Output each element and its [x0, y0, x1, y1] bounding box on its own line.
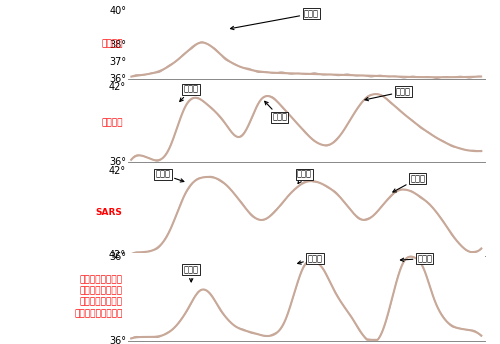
Text: 解熱剤: 解熱剤: [298, 254, 322, 264]
Text: 解熱剤: 解熱剤: [365, 87, 411, 101]
Text: 解熱剤: 解熱剤: [156, 170, 184, 182]
Text: 一般風邪: 一般風邪: [101, 39, 122, 49]
Text: 解熱剤: 解熱剤: [393, 174, 425, 192]
Text: 解熱剤: 解熱剤: [264, 101, 287, 122]
Text: 豚インフルエンザ
鳥インフルエンザ
魚インフルエンザ
新型インフルエンザ: 豚インフルエンザ 鳥インフルエンザ 魚インフルエンザ 新型インフルエンザ: [74, 276, 122, 318]
Text: 香港風邪: 香港風邪: [101, 118, 122, 128]
Text: 解熱剤: 解熱剤: [400, 254, 432, 263]
Text: 解熱剤: 解熱剤: [297, 170, 312, 183]
Text: 解熱剤: 解熱剤: [180, 85, 199, 101]
Text: 解熱剤: 解熱剤: [230, 9, 319, 30]
Text: 解熱剤: 解熱剤: [184, 265, 198, 282]
Text: SARS: SARS: [96, 208, 122, 217]
